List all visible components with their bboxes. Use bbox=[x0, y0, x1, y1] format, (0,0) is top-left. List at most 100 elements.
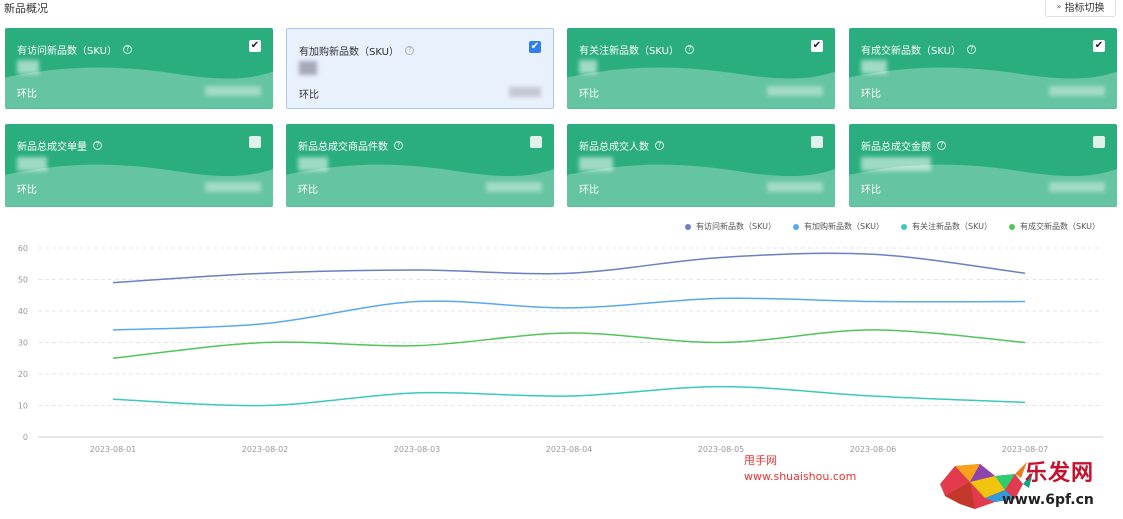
card-checkbox[interactable]: ✔ bbox=[529, 41, 541, 53]
x-tick-label: 2023-08-02 bbox=[242, 445, 289, 454]
card-wave-decoration bbox=[849, 67, 1117, 109]
watermark-brand: 乐发网 bbox=[1025, 460, 1095, 486]
watermark-site-url: www.shuaishou.com bbox=[744, 470, 857, 483]
card-value bbox=[861, 157, 931, 171]
metric-switch-button[interactable]: » 指标切换 bbox=[1045, 0, 1116, 17]
x-tick-label: 2023-08-06 bbox=[850, 445, 897, 454]
help-icon[interactable]: ? bbox=[122, 45, 132, 54]
card-checkbox[interactable] bbox=[811, 136, 823, 148]
legend-label: 有关注新品数（SKU） bbox=[912, 222, 992, 231]
card-wave-decoration bbox=[849, 164, 1117, 207]
card-value bbox=[298, 157, 328, 171]
card-compare-value bbox=[486, 182, 542, 192]
card-title: 有访问新品数（SKU） bbox=[17, 46, 117, 57]
metric-card-carted-sku[interactable]: 有加购新品数（SKU）? ✔ 环比 bbox=[286, 28, 554, 109]
help-icon[interactable]: ? bbox=[937, 141, 946, 150]
bull-logo-icon bbox=[940, 462, 1033, 509]
card-wave-decoration bbox=[567, 67, 835, 109]
card-compare-value bbox=[205, 86, 261, 96]
card-title: 新品总成交金额 bbox=[861, 142, 931, 153]
card-compare-label: 环比 bbox=[298, 185, 318, 196]
metric-card-ordered-sku[interactable]: 有成交新品数（SKU）? ✔ 环比 bbox=[849, 28, 1117, 109]
metric-switch-label: 指标切换 bbox=[1064, 3, 1105, 14]
card-wave-decoration bbox=[286, 164, 554, 207]
help-icon[interactable]: ? bbox=[655, 141, 664, 150]
card-title: 有成交新品数（SKU） bbox=[861, 46, 961, 57]
x-tick-label: 2023-08-04 bbox=[546, 445, 593, 454]
card-title: 新品总成交单量 bbox=[17, 142, 87, 153]
x-tick-label: 2023-08-03 bbox=[394, 445, 441, 454]
card-title: 新品总成交商品件数 bbox=[298, 142, 388, 153]
legend-item-followed[interactable]: 有关注新品数（SKU） bbox=[901, 221, 992, 232]
series-line-3 bbox=[112, 329, 1026, 359]
double-chevron-down-icon: » bbox=[1056, 2, 1062, 11]
watermark-site-name: 甩手网 bbox=[744, 454, 777, 467]
help-icon[interactable]: ? bbox=[966, 45, 976, 54]
card-value bbox=[299, 61, 317, 75]
card-checkbox[interactable]: ✔ bbox=[249, 40, 261, 52]
watermark-brand-url: www.6pf.cn bbox=[1002, 492, 1094, 508]
y-tick-label: 0 bbox=[23, 433, 28, 442]
card-title: 有关注新品数（SKU） bbox=[579, 46, 679, 57]
x-tick-label: 2023-08-05 bbox=[698, 445, 745, 454]
card-compare-label: 环比 bbox=[579, 89, 599, 100]
legend-item-carted[interactable]: 有加购新品数（SKU） bbox=[793, 221, 884, 232]
card-value bbox=[17, 157, 47, 171]
legend-label: 有加购新品数（SKU） bbox=[804, 222, 884, 231]
card-checkbox[interactable] bbox=[1093, 136, 1105, 148]
x-tick-label: 2023-08-01 bbox=[90, 445, 137, 454]
metric-card-visited-sku[interactable]: 有访问新品数（SKU）? ✔ 环比 bbox=[5, 28, 273, 109]
x-tick-label: 2023-08-07 bbox=[1002, 445, 1049, 454]
series-line-2 bbox=[112, 385, 1026, 407]
card-compare-value bbox=[1049, 86, 1105, 96]
help-icon[interactable]: ? bbox=[394, 141, 403, 150]
card-value bbox=[579, 157, 613, 171]
legend-label: 有访问新品数（SKU） bbox=[696, 222, 776, 231]
metric-card-total-items[interactable]: 新品总成交商品件数? 环比 bbox=[286, 124, 554, 207]
help-icon[interactable]: ? bbox=[93, 141, 102, 150]
card-compare-label: 环比 bbox=[299, 90, 319, 101]
y-tick-label: 20 bbox=[18, 370, 28, 379]
metric-card-total-buyers[interactable]: 新品总成交人数? 环比 bbox=[567, 124, 835, 207]
card-compare-label: 环比 bbox=[579, 185, 599, 196]
card-compare-value bbox=[767, 182, 823, 192]
card-checkbox[interactable] bbox=[249, 136, 261, 148]
y-tick-label: 30 bbox=[18, 339, 28, 348]
metric-card-total-amount[interactable]: 新品总成交金额? 环比 bbox=[849, 124, 1117, 207]
card-title: 有加购新品数（SKU） bbox=[299, 47, 399, 58]
card-checkbox[interactable] bbox=[530, 136, 542, 148]
legend-dot bbox=[685, 223, 691, 230]
legend-item-visited[interactable]: 有访问新品数（SKU） bbox=[685, 221, 776, 232]
card-value bbox=[579, 60, 597, 74]
metric-card-total-orders[interactable]: 新品总成交单量? 环比 bbox=[5, 124, 273, 207]
legend-dot bbox=[793, 223, 799, 230]
card-value bbox=[17, 60, 39, 74]
card-compare-label: 环比 bbox=[17, 89, 37, 100]
card-wave-decoration bbox=[5, 67, 273, 109]
card-value bbox=[861, 60, 887, 74]
series-line-1 bbox=[112, 297, 1026, 331]
card-wave-decoration bbox=[5, 164, 273, 207]
legend-dot bbox=[901, 223, 907, 230]
y-tick-label: 60 bbox=[18, 244, 28, 253]
card-compare-label: 环比 bbox=[17, 185, 37, 196]
card-compare-label: 环比 bbox=[861, 185, 881, 196]
metric-card-followed-sku[interactable]: 有关注新品数（SKU）? ✔ 环比 bbox=[567, 28, 835, 109]
y-tick-label: 10 bbox=[18, 402, 28, 411]
card-compare-value bbox=[1049, 182, 1105, 192]
help-icon[interactable]: ? bbox=[684, 45, 694, 54]
card-wave-decoration bbox=[567, 164, 835, 207]
card-compare-value bbox=[509, 87, 541, 97]
legend-label: 有成交新品数（SKU） bbox=[1020, 222, 1100, 231]
y-tick-label: 50 bbox=[18, 276, 28, 285]
card-compare-value bbox=[205, 182, 261, 192]
card-checkbox[interactable]: ✔ bbox=[811, 40, 823, 52]
legend-item-ordered[interactable]: 有成交新品数（SKU） bbox=[1009, 221, 1100, 232]
card-checkbox[interactable]: ✔ bbox=[1093, 40, 1105, 52]
y-tick-label: 40 bbox=[18, 307, 28, 316]
help-icon[interactable]: ? bbox=[404, 46, 414, 55]
legend-dot bbox=[1009, 223, 1015, 230]
trend-line-chart: 0 10 20 30 40 50 60 2023-08-01 2023-08-02 2023-08… bbox=[18, 244, 1103, 454]
card-compare-label: 环比 bbox=[861, 89, 881, 100]
card-title: 新品总成交人数 bbox=[579, 142, 649, 153]
